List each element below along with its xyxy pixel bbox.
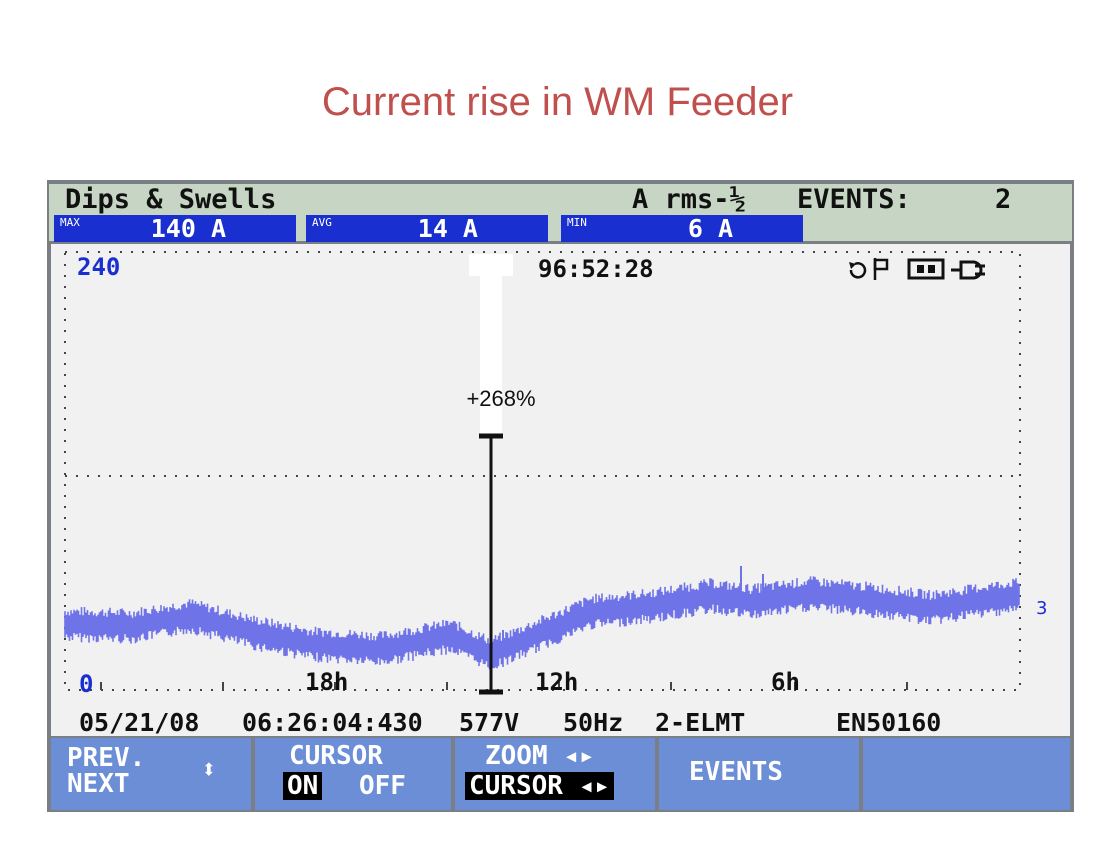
x-ticks xyxy=(100,682,908,690)
stat-avg: AVG 14 A xyxy=(306,215,548,242)
zoom-softkey[interactable]: ZOOM ◂▸ CURSOR ◂▸ xyxy=(455,738,655,810)
cursor-softkey[interactable]: CURSOR ON OFF xyxy=(255,738,451,810)
stat-max: MAX 140 A xyxy=(54,215,296,242)
plot-frame xyxy=(64,251,1021,691)
unit-label: A rms-½ xyxy=(632,184,746,215)
header-bar: Dips & Swells A rms-½ EVENTS: 2 MAX 140 … xyxy=(49,184,1072,242)
x-tick-label-6h: 6h xyxy=(771,668,800,696)
info-voltage: 577V xyxy=(459,708,520,737)
y-bottom-label: 0 xyxy=(79,670,93,698)
x-tick-label-18h: 18h xyxy=(305,668,348,696)
next-label: NEXT xyxy=(67,769,130,799)
cursor-percent-label: +268% xyxy=(466,386,535,411)
flag-icon xyxy=(873,258,889,280)
events-label: EVENTS: xyxy=(797,184,911,215)
replay-icon xyxy=(849,262,867,279)
info-bar: 05/21/08 06:26:04:430 577V 50Hz 2-ELMT E… xyxy=(51,708,1070,737)
x-tick-label-12h: 12h xyxy=(535,668,578,696)
stat-min-value: 6 A xyxy=(687,214,733,243)
plot-screen: 240 0 96:52:28 +268% 3 18h 12h 6h xyxy=(51,244,1070,737)
stat-avg-value: 14 A xyxy=(417,214,478,243)
cursor-on-option[interactable]: ON xyxy=(283,772,323,800)
events-label-softkey: EVENTS xyxy=(689,757,783,787)
stat-max-value: 140 A xyxy=(150,214,226,243)
plot-timestamp: 96:52:28 xyxy=(538,255,654,283)
stat-min-tag: MIN xyxy=(567,216,587,229)
mode-title: Dips & Swells xyxy=(65,184,277,215)
stat-avg-tag: AVG xyxy=(312,216,332,229)
current-trace-band xyxy=(64,576,1020,671)
current-trace xyxy=(64,566,1020,671)
plug-icon xyxy=(951,260,985,280)
info-config: 2-ELMT xyxy=(655,708,746,737)
prev-next-softkey[interactable]: PREV. NEXT ⬍ xyxy=(51,738,251,810)
blank-softkey[interactable] xyxy=(863,738,1070,810)
softkey-bar: PREV. NEXT ⬍ CURSOR ON OFF ZOOM ◂▸ CURSO… xyxy=(51,738,1070,810)
cursor-off-option[interactable]: OFF xyxy=(359,771,406,801)
events-count: 2 xyxy=(995,184,1012,215)
prev-label: PREV. xyxy=(67,743,146,773)
zoom-label: ZOOM ◂▸ xyxy=(485,741,595,771)
up-down-arrows-icon: ⬍ xyxy=(201,755,217,785)
slide-title: Current rise in WM Feeder xyxy=(321,80,794,124)
stat-max-tag: MAX xyxy=(60,216,80,229)
battery-icon xyxy=(907,258,945,280)
zoom-cursor-option[interactable]: CURSOR ◂▸ xyxy=(465,772,614,800)
info-date: 05/21/08 xyxy=(79,708,200,737)
info-standard: EN50160 xyxy=(836,708,942,737)
channel-marker: 3 xyxy=(1036,598,1047,619)
events-softkey[interactable]: EVENTS xyxy=(659,738,859,810)
info-time: 06:26:04:430 xyxy=(242,708,423,737)
trend-plot: 240 0 96:52:28 +268% 3 18h 12h 6h xyxy=(64,251,1047,698)
cursor-bar xyxy=(480,262,502,434)
stat-min: MIN 6 A xyxy=(561,215,803,242)
y-top-label: 240 xyxy=(77,253,120,281)
power-analyzer-screen: Dips & Swells A rms-½ EVENTS: 2 MAX 140 … xyxy=(47,180,1074,812)
cursor-label: CURSOR xyxy=(289,741,383,771)
info-frequency: 50Hz xyxy=(563,708,624,737)
